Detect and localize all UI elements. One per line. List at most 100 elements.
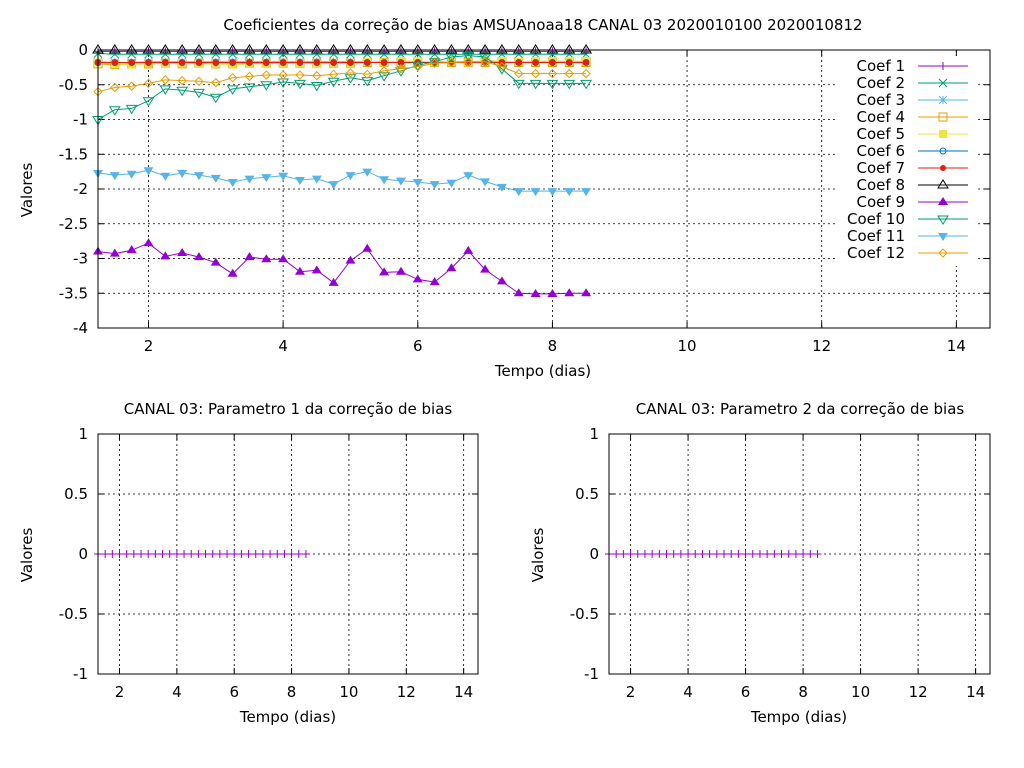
- param1-plot-group: 2 4 6 8 10 12 14 1 0.5 0 -0.5 -1: [59, 425, 479, 701]
- main-data-point: [396, 49, 406, 59]
- param2-data-point: [784, 550, 793, 558]
- main-data-point: [412, 179, 423, 188]
- main-data-point: [210, 257, 221, 266]
- param1-data-point: [244, 550, 253, 558]
- param1-data-point: [144, 550, 153, 558]
- param2-data-point: [712, 550, 721, 558]
- main-data-point: [546, 44, 559, 54]
- main-data-point: [362, 243, 373, 252]
- main-data-point: [479, 44, 491, 54]
- param2-y-tick-label: 0.5: [575, 485, 599, 503]
- param2-data-point: [619, 550, 628, 558]
- legend-entry-marker: [937, 179, 949, 189]
- main-data-point: [228, 49, 237, 59]
- main-data-point: [330, 59, 337, 66]
- main-data-point: [513, 288, 524, 297]
- main-data-point: [496, 44, 508, 54]
- chart-marks-layer: 2 4 6 8 10 12 140-0.5-1-1.5-2-2.5-3-3.5-4Coef …: [59, 41, 991, 701]
- main-data-point: [395, 266, 406, 275]
- main-data-point: [160, 75, 171, 85]
- main-data-point: [329, 49, 338, 59]
- param1-data-point: [258, 550, 267, 558]
- param1-x-tick-label: 12: [397, 683, 416, 701]
- main-data-point: [379, 176, 390, 185]
- param2-x-tick-label: 2: [626, 683, 636, 701]
- param1-data-point: [194, 550, 203, 558]
- main-data-point: [296, 59, 303, 66]
- main-data-point: [547, 188, 558, 197]
- main-data-point: [226, 44, 239, 54]
- main-data-point: [531, 49, 540, 59]
- main-data-point: [430, 49, 439, 59]
- param2-data-point: [755, 550, 764, 558]
- main-data-point: [243, 83, 256, 93]
- param2-chart-title: CANAL 03: Parametro 2 da correção de bia…: [636, 400, 965, 418]
- param2-x-tick-label: 10: [851, 683, 870, 701]
- legend-entry-marker: [938, 233, 948, 241]
- param2-data-point: [806, 550, 815, 558]
- param2-y-tick-label: 0: [589, 545, 599, 563]
- main-data-point: [529, 44, 542, 54]
- main-series-line: [97, 61, 587, 93]
- main-data-point: [280, 59, 287, 66]
- main-data-point: [177, 170, 188, 179]
- main-y-tick-label: -3.5: [59, 284, 88, 302]
- param1-data-point: [266, 550, 275, 558]
- main-data-point: [379, 66, 389, 76]
- main-data-point: [497, 61, 507, 72]
- main-data-point: [566, 59, 573, 66]
- main-data-point: [311, 175, 322, 184]
- legend-entry-marker: [939, 130, 947, 138]
- main-data-point: [395, 177, 406, 186]
- main-data-point: [211, 49, 221, 59]
- param2-data-point: [669, 550, 678, 558]
- legend-entry-label: Coef 12: [847, 244, 905, 262]
- legend-entry-label: Coef 11: [847, 227, 905, 245]
- main-x-tick-label: 12: [812, 337, 831, 355]
- legend-entry-marker: [938, 112, 948, 122]
- param2-data-point: [799, 550, 808, 558]
- main-x-tick-label: 4: [278, 337, 288, 355]
- param1-x-tick-label: 4: [172, 683, 182, 701]
- param2-data-point: [612, 550, 621, 558]
- legend-entry-label: Coef 3: [857, 91, 905, 109]
- main-data-point: [294, 176, 305, 185]
- param1-data-point: [230, 550, 239, 558]
- param2-data-point: [655, 550, 664, 558]
- param2-plot-group: 2 4 6 8 10 12 14 1 0.5 0 -0.5 -1: [570, 425, 991, 701]
- param2-data-point: [662, 550, 671, 558]
- main-data-point: [312, 71, 322, 81]
- main-data-point: [263, 59, 270, 66]
- main-data-point: [126, 170, 137, 179]
- main-data-point: [496, 65, 508, 75]
- main-data-point: [445, 53, 458, 63]
- main-data-point: [463, 57, 473, 67]
- main-y-tick-label: -2: [73, 180, 88, 198]
- main-data-point: [411, 44, 424, 54]
- main-x-tick-label: 8: [548, 337, 558, 355]
- main-data-point: [311, 265, 322, 274]
- main-data-point: [243, 44, 256, 54]
- param1-data-point: [294, 550, 303, 558]
- main-data-point: [142, 97, 155, 107]
- legend-entry-label: Coef 10: [847, 210, 905, 228]
- legend-entry-marker: [938, 95, 948, 105]
- main-data-point: [159, 44, 172, 54]
- main-data-point: [395, 44, 407, 54]
- main-data-point: [479, 53, 491, 63]
- param2-x-tick-label: 6: [741, 683, 751, 701]
- main-data-point: [362, 69, 372, 80]
- main-legend-background: [836, 56, 976, 266]
- main-data-point: [429, 58, 440, 68]
- main-data-point: [111, 59, 118, 66]
- main-data-point: [563, 44, 576, 54]
- param1-y-tick-label: 0: [78, 545, 88, 563]
- main-data-point: [295, 49, 305, 59]
- param2-y-tick-label: -1: [584, 665, 599, 683]
- param2-data-point: [676, 550, 685, 558]
- main-data-point: [260, 81, 273, 91]
- main-data-point: [361, 44, 374, 54]
- legend-entry-marker: [938, 197, 948, 205]
- param1-plot-frame: [97, 433, 479, 675]
- legend-entry-marker: [937, 215, 949, 225]
